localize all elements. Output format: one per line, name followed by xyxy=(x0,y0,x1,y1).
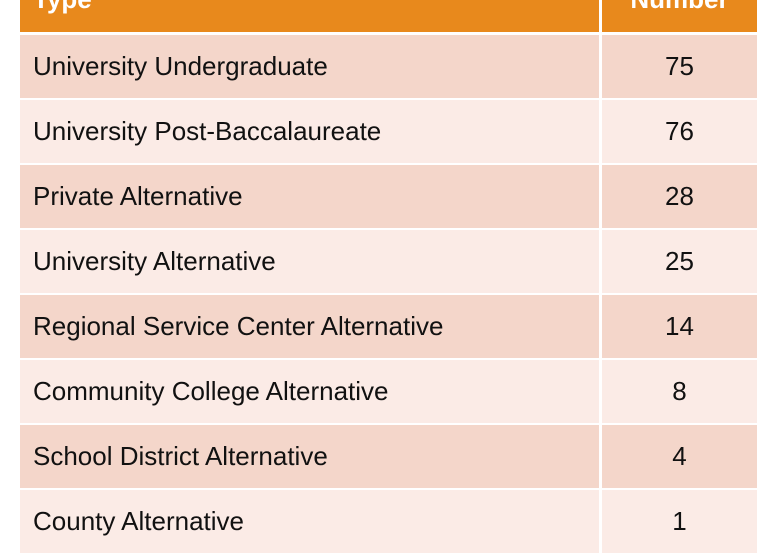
type-cell: University Undergraduate xyxy=(20,35,599,98)
type-cell: Regional Service Center Alternative xyxy=(20,295,599,358)
number-cell: 8 xyxy=(602,360,757,423)
number-cell: 28 xyxy=(602,165,757,228)
number-cell: 75 xyxy=(602,35,757,98)
number-cell: 14 xyxy=(602,295,757,358)
header-cell: Number xyxy=(602,0,757,32)
type-cell: University Post-Baccalaureate xyxy=(20,100,599,163)
type-cell: University Alternative xyxy=(20,230,599,293)
type-cell: Private Alternative xyxy=(20,165,599,228)
number-cell: 25 xyxy=(602,230,757,293)
number-cell: 1 xyxy=(602,490,757,553)
header-cell: Type xyxy=(20,0,599,32)
type-cell: Community College Alternative xyxy=(20,360,599,423)
number-cell: 76 xyxy=(602,100,757,163)
type-cell: School District Alternative xyxy=(20,425,599,488)
page: TypeNumberUniversity Undergraduate75Univ… xyxy=(20,0,757,553)
number-cell: 4 xyxy=(602,425,757,488)
type-cell: County Alternative xyxy=(20,490,599,553)
